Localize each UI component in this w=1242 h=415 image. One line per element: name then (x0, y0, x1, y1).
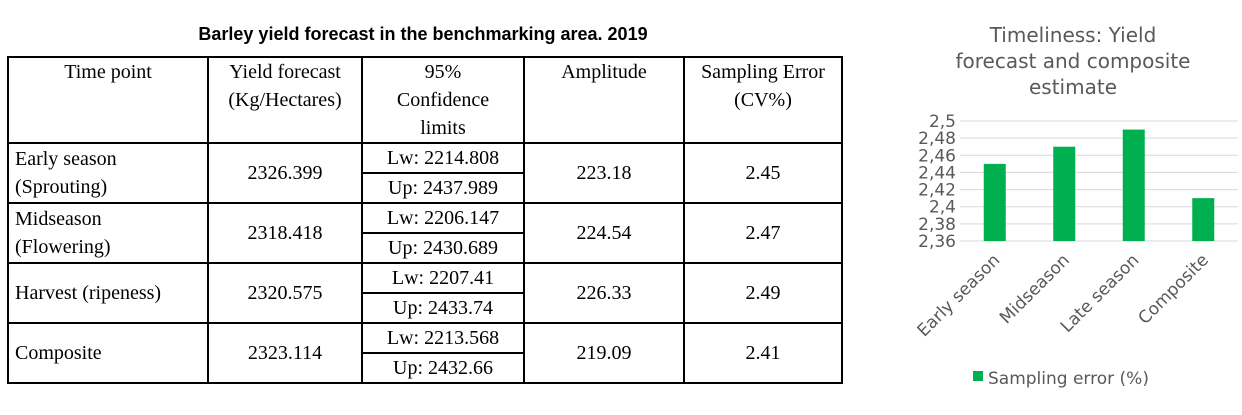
table-row-upper: Up: 2432.66 (8, 352, 842, 384)
header-sampling-error: Sampling Error (CV%) (683, 56, 843, 144)
y-tick-label: 2,4 (929, 198, 956, 218)
row-amplitude: 226.33 (523, 262, 685, 324)
header-yield-line2: (Kg/Hectares) (228, 89, 342, 111)
row-amplitude: 219.09 (523, 322, 685, 384)
time-point-line2: (Flowering) (15, 236, 111, 258)
chart-bars (983, 129, 1215, 241)
header-time-point: Time point (7, 56, 209, 144)
table-row-upper: Up: 2437.989 (8, 172, 842, 204)
legend-label: Sampling error (%) (988, 369, 1149, 389)
row-lower-limit: Lw: 2214.808 (361, 142, 525, 174)
table-row: Early season (Sprouting) 2326.399 Lw: 22… (7, 142, 843, 204)
time-point-line1: Harvest (ripeness) (15, 282, 162, 304)
row-sampling-error: 2.49 (683, 262, 843, 324)
row-time-point: Harvest (ripeness) (7, 262, 209, 324)
header-conf-line1: 95% (424, 61, 462, 83)
time-point-line1: Early season (15, 148, 117, 170)
row-yield: 2326.399 (207, 142, 363, 204)
row-time-point: Composite (7, 322, 209, 384)
row-amplitude: 224.54 (523, 202, 685, 264)
chart-legend: Sampling error (%) (973, 369, 1149, 389)
chart-title-line: Timeliness: Yield (989, 23, 1157, 47)
bar (1192, 198, 1215, 241)
row-yield: 2318.418 (207, 202, 363, 264)
x-category-label: Composite (1134, 250, 1212, 328)
header-conf-line2: Confidence (396, 89, 490, 111)
y-tick-label: 2,5 (929, 112, 956, 132)
chart-title-line: estimate (1029, 75, 1117, 99)
header-amplitude-text: Amplitude (561, 61, 647, 83)
row-sampling-error: 2.41 (683, 322, 843, 384)
bar (1122, 129, 1145, 241)
row-yield: 2320.575 (207, 262, 363, 324)
header-err-line2: (CV%) (734, 89, 792, 111)
row-lower-limit: Lw: 2213.568 (361, 322, 525, 354)
legend-swatch (973, 371, 983, 381)
header-conf-line3: limits (420, 117, 466, 139)
y-tick-label: 2,38 (918, 215, 956, 235)
table-row-upper: Up: 2433.74 (8, 292, 842, 324)
time-point-line1: Composite (15, 342, 102, 364)
y-tick-label: 2,48 (918, 129, 956, 149)
row-sampling-error: 2.45 (683, 142, 843, 204)
header-amplitude: Amplitude (523, 56, 685, 144)
bar (1053, 146, 1076, 241)
row-upper-limit: Up: 2430.689 (361, 232, 525, 264)
y-tick-label: 2,44 (918, 163, 956, 183)
chart-title-line: forecast and composite (956, 49, 1191, 73)
row-time-point: Midseason (Flowering) (7, 202, 209, 264)
row-lower-limit: Lw: 2206.147 (361, 202, 525, 234)
yield-forecast-table: Time point Yield forecast (Kg/Hectares) … (7, 56, 843, 384)
y-tick-label: 2,42 (918, 181, 956, 201)
header-row: Time point Yield forecast (Kg/Hectares) … (7, 56, 843, 144)
row-time-point: Early season (Sprouting) (7, 142, 209, 204)
bar (983, 163, 1006, 241)
table-row-upper: Up: 2430.689 (8, 232, 842, 264)
chart-gridlines (960, 120, 1238, 242)
row-upper-limit: Up: 2437.989 (361, 172, 525, 204)
y-tick-label: 2,36 (918, 232, 956, 252)
table-title: Barley yield forecast in the benchmarkin… (198, 24, 648, 44)
row-upper-limit: Up: 2432.66 (361, 352, 525, 384)
row-upper-limit: Up: 2433.74 (361, 292, 525, 324)
table-row: Composite 2323.114 Lw: 2213.568 219.09 2… (7, 322, 843, 384)
header-confidence: 95% Confidence limits (361, 56, 525, 144)
header-err-line1: Sampling Error (701, 61, 825, 83)
y-axis-ticks: 2,52,482,462,442,422,42,382,36 (918, 112, 956, 252)
row-amplitude: 223.18 (523, 142, 685, 204)
row-yield: 2323.114 (207, 322, 363, 384)
header-yield: Yield forecast (Kg/Hectares) (207, 56, 363, 144)
header-time-point-text: Time point (64, 61, 152, 83)
row-lower-limit: Lw: 2207.41 (361, 262, 525, 294)
time-point-line2: (Sprouting) (15, 176, 108, 198)
x-category-label: Early season (914, 250, 1005, 341)
table-row: Harvest (ripeness) 2320.575 Lw: 2207.41 … (7, 262, 843, 324)
row-sampling-error: 2.47 (683, 202, 843, 264)
y-tick-label: 2,46 (918, 146, 956, 166)
table-row: Midseason (Flowering) 2318.418 Lw: 2206.… (7, 202, 843, 264)
header-yield-line1: Yield forecast (229, 61, 341, 83)
time-point-line1: Midseason (15, 208, 102, 230)
